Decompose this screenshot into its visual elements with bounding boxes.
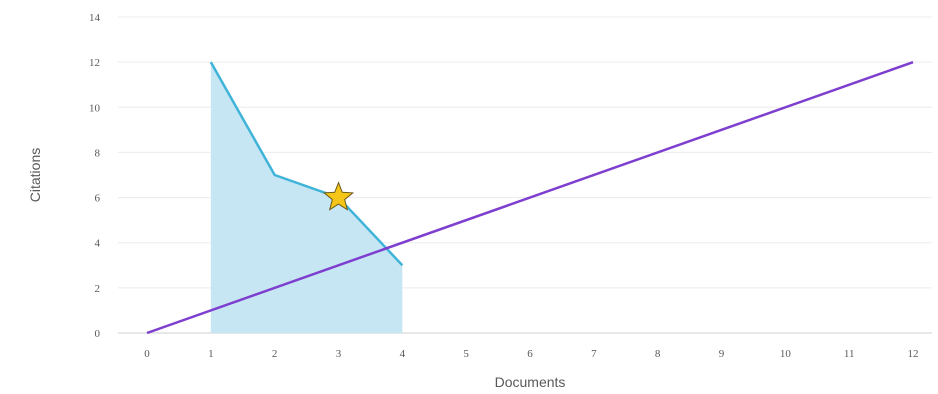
area-series-line	[209, 61, 404, 267]
y-tick-label: 12	[89, 57, 100, 69]
x-tick-label: 7	[591, 348, 597, 360]
y-axis-title: Citations	[27, 148, 43, 202]
x-tick-label: 5	[463, 348, 469, 360]
y-tick-label: 0	[95, 328, 101, 340]
star-marker	[322, 181, 355, 211]
x-tick-label: 8	[655, 348, 661, 360]
y-tick-label: 10	[89, 102, 101, 114]
area-layer	[210, 62, 403, 334]
y-tick-label: 14	[89, 12, 101, 24]
x-tick-label: 12	[908, 348, 919, 360]
x-tick-label: 9	[719, 348, 725, 360]
x-tick-label: 11	[844, 348, 855, 360]
x-tick-label: 0	[144, 348, 150, 360]
x-tick-label: 2	[272, 348, 278, 360]
x-tick-label: 3	[336, 348, 342, 360]
line-layer	[146, 60, 914, 335]
diagonal-series-line	[146, 60, 914, 335]
marker-layer	[322, 181, 355, 211]
y-tick-label: 2	[95, 283, 101, 295]
area-fill	[210, 62, 403, 334]
x-tick-label: 4	[400, 348, 406, 360]
y-tick-label: 4	[95, 238, 101, 250]
x-tick-label: 10	[780, 348, 792, 360]
x-tick-label: 6	[527, 348, 533, 360]
x-axis-title: Documents	[495, 374, 566, 390]
y-tick-label: 6	[95, 193, 101, 205]
x-tick-label: 1	[208, 348, 214, 360]
y-tick-label: 8	[95, 147, 101, 159]
